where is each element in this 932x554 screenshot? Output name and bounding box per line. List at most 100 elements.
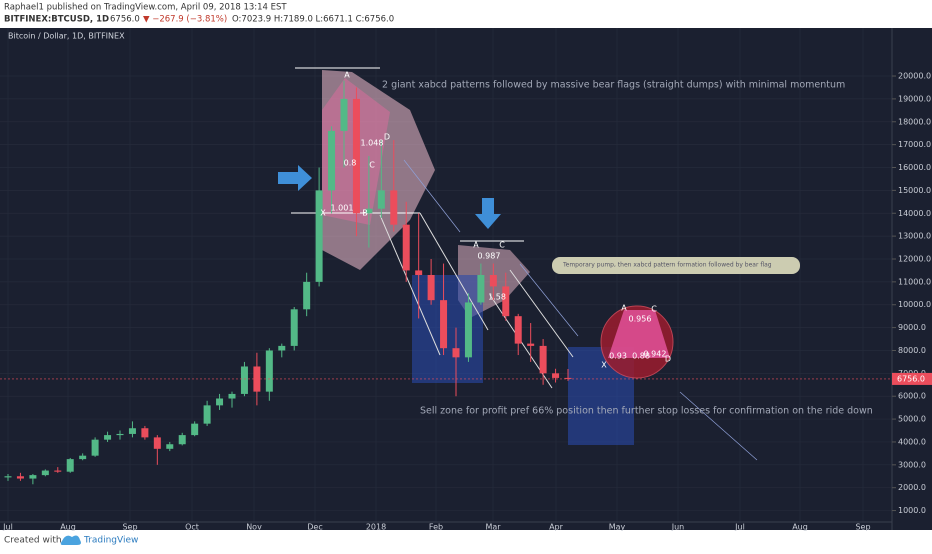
pattern-label: 0.942 xyxy=(644,350,667,359)
candle-body xyxy=(564,377,572,379)
channel-line xyxy=(419,212,489,331)
footer-text: Created with xyxy=(4,536,62,546)
candle-body xyxy=(216,398,224,406)
candle-body xyxy=(527,343,535,346)
x-tick-label: Mar xyxy=(485,523,501,532)
y-tick-label: 14000.0 xyxy=(898,209,931,218)
x-tick-label: Jun xyxy=(671,523,685,532)
arrow-icon xyxy=(475,198,501,229)
pattern-label: A xyxy=(344,71,350,80)
x-tick-label: Sep xyxy=(855,523,870,532)
candle-body xyxy=(390,190,398,225)
candle-body xyxy=(539,345,547,374)
pattern-label: 1.048 xyxy=(361,139,384,148)
pattern-label: C xyxy=(369,161,375,170)
logo xyxy=(60,535,81,545)
zone-box xyxy=(412,275,483,383)
y-tick-label: 1000.0 xyxy=(898,506,926,515)
candle-body xyxy=(464,302,472,358)
x-tick-label: Jul xyxy=(734,523,745,532)
y-tick-label: 18000.0 xyxy=(898,117,931,126)
annotation: Sell zone for profit pref 66% position t… xyxy=(420,406,873,417)
pattern-label: B xyxy=(362,209,368,218)
y-tick-label: 2000.0 xyxy=(898,483,926,492)
candle-body xyxy=(402,224,410,271)
y-tick-label: 8000.0 xyxy=(898,346,926,355)
x-tick-label: Oct xyxy=(185,523,199,532)
candle-body xyxy=(54,470,62,472)
pattern-label: A xyxy=(621,304,627,313)
candle-body xyxy=(91,439,99,456)
y-tick-label: 20000.0 xyxy=(898,72,931,81)
candle-body xyxy=(377,190,385,209)
candle-body xyxy=(141,428,149,438)
candle-body xyxy=(440,300,448,349)
candle-body xyxy=(303,281,311,310)
pattern-label: A xyxy=(473,241,479,250)
candle-body xyxy=(452,348,460,358)
y-tick-label: 16000.0 xyxy=(898,163,931,172)
candle-body xyxy=(178,435,186,445)
publisher: Raphael1 published on TradingView.com, A… xyxy=(4,3,287,13)
x-tick-label: Apr xyxy=(549,523,564,532)
candle-body xyxy=(489,275,497,287)
pattern-label: D xyxy=(384,133,390,142)
candle-body xyxy=(191,423,199,436)
pattern-labels: X A B C D 1.001 0.8 1.048 A C 0.987 1.58… xyxy=(320,71,671,370)
last-price-label: 6756.0 xyxy=(897,374,925,383)
candle-body xyxy=(265,350,273,392)
pattern-label: 0.956 xyxy=(629,315,652,324)
candle-body xyxy=(340,98,348,131)
change: ▼ −267.9 (−3.81%) xyxy=(143,15,227,25)
candle-body xyxy=(128,428,136,434)
pattern-label: D xyxy=(665,355,671,364)
ohlc: O:7023.9 H:7189.0 L:6671.1 C:6756.0 xyxy=(232,15,394,25)
y-tick-label: 5000.0 xyxy=(898,415,926,424)
y-tick-label: 9000.0 xyxy=(898,323,926,332)
pattern-label: C xyxy=(499,241,505,250)
candle-body xyxy=(79,455,87,460)
candle-body xyxy=(427,275,435,301)
annotation: 2 giant xabcd patterns followed by massi… xyxy=(382,80,845,91)
candle-body xyxy=(153,437,161,449)
x-tick-label: May xyxy=(609,523,626,532)
candles xyxy=(0,80,892,485)
pattern-label: 0.987 xyxy=(478,252,501,261)
candle-body xyxy=(16,476,24,479)
candle-body xyxy=(4,476,12,478)
y-tick-label: 13000.0 xyxy=(898,232,931,241)
channel-line xyxy=(509,269,574,358)
arrow-line xyxy=(679,391,758,461)
y-tick-label: 19000.0 xyxy=(898,94,931,103)
candle-body xyxy=(552,373,560,378)
arrow-icon xyxy=(278,165,312,191)
pattern-label: 0.93 xyxy=(609,352,627,361)
candle-body xyxy=(278,345,286,351)
pattern-label: 1.001 xyxy=(331,204,354,213)
candle-body xyxy=(116,433,124,436)
y-tick-label: 4000.0 xyxy=(898,437,926,446)
candle-body xyxy=(203,405,211,424)
callout xyxy=(552,257,800,274)
x-tick-label: Sep xyxy=(122,523,137,532)
footer-brand[interactable]: TradingView xyxy=(83,536,138,546)
last-price: 6756.0 xyxy=(110,15,140,25)
candle-body xyxy=(315,190,323,282)
y-tick-label: 17000.0 xyxy=(898,140,931,149)
x-tick-label: Feb xyxy=(429,523,443,532)
y-tick-label: 6000.0 xyxy=(898,392,926,401)
y-tick-label: 3000.0 xyxy=(898,460,926,469)
candle-body xyxy=(166,444,174,449)
candle-body xyxy=(240,366,248,394)
channel-line xyxy=(379,214,441,356)
y-tick-label: 11000.0 xyxy=(898,277,931,286)
y-tick-label: 12000.0 xyxy=(898,254,931,263)
symbol: BITFINEX:BTCUSD, 1D xyxy=(4,15,109,25)
candle-body xyxy=(502,286,510,317)
x-tick-label: Nov xyxy=(246,523,262,532)
candle-body xyxy=(477,275,485,303)
x-tick-label: Aug xyxy=(60,523,76,532)
pattern-label: X xyxy=(601,361,607,370)
candle-body xyxy=(104,435,112,440)
